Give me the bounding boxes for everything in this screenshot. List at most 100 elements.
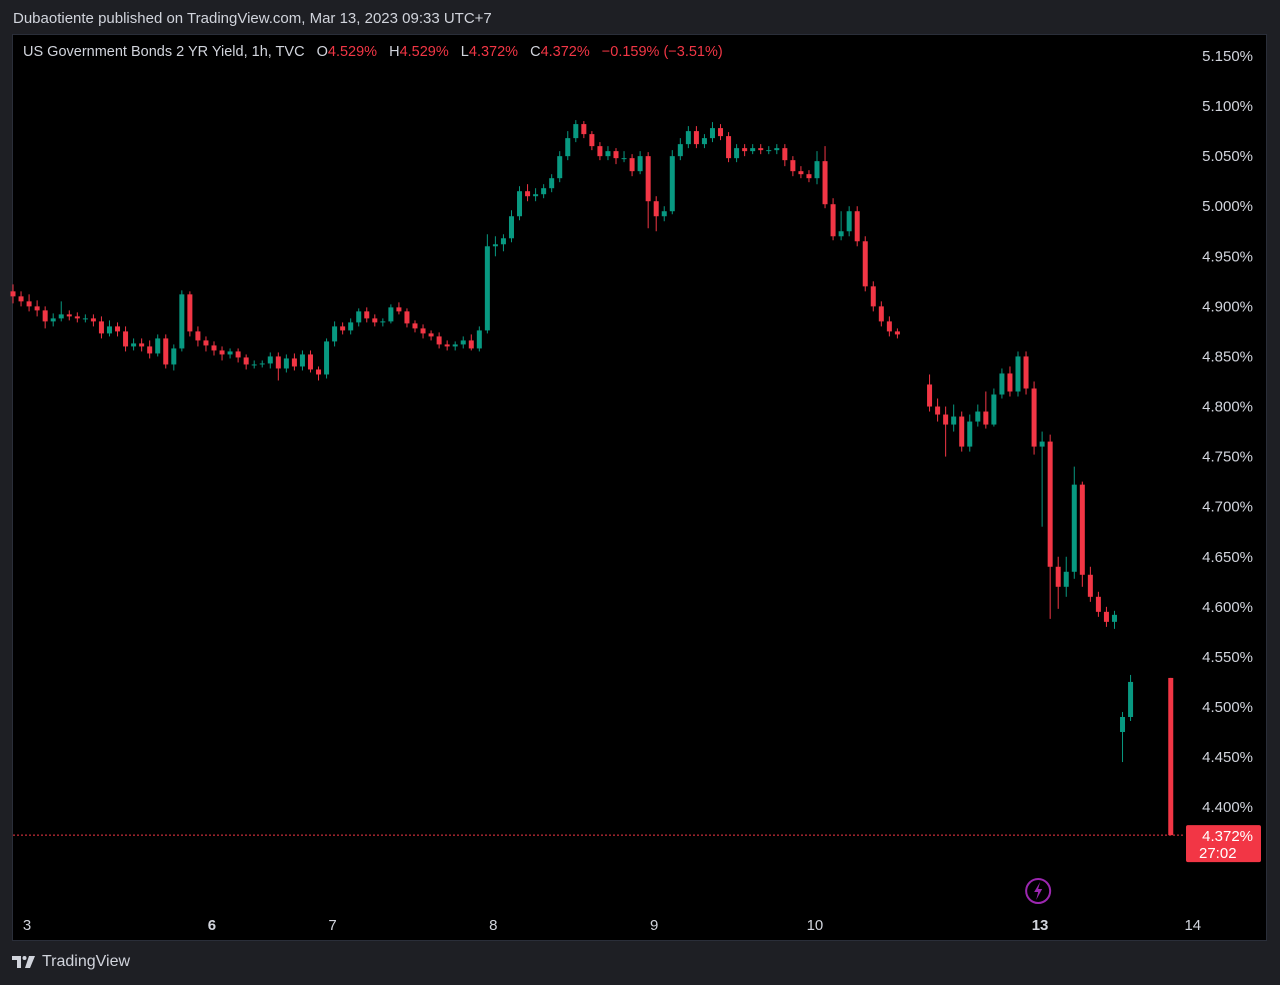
candle: [726, 132, 732, 163]
candle-body: [734, 148, 740, 159]
candle-body: [1087, 574, 1093, 597]
candle-body: [629, 158, 635, 172]
candle-body: [1007, 373, 1013, 392]
candle-body: [927, 384, 933, 407]
candle: [573, 120, 579, 143]
candle-body: [870, 286, 876, 307]
candle: [58, 301, 64, 322]
candle-body: [1128, 681, 1134, 717]
candle-body: [18, 296, 24, 302]
candle: [677, 138, 683, 161]
candle-body: [846, 211, 852, 232]
candle: [927, 374, 933, 412]
candle: [340, 322, 346, 335]
chart-panel[interactable]: [12, 34, 1267, 941]
candle: [951, 404, 957, 432]
candle: [316, 366, 322, 381]
candle-body: [517, 191, 523, 217]
candle-body: [862, 241, 868, 287]
candle-body: [581, 124, 587, 135]
candle: [195, 326, 201, 347]
candle-body: [605, 151, 611, 157]
candle-body: [195, 331, 201, 341]
candle: [766, 146, 772, 155]
y-tick-label: 5.150%: [1202, 48, 1253, 65]
candle: [404, 308, 410, 328]
candle-body: [774, 148, 780, 151]
price-axis: 5.150% 5.100% 5.050% 5.000% 4.950% 4.900% 4.85…: [1202, 48, 1253, 816]
chart-overlay: 4.372%27:02: [13, 825, 1261, 904]
candle: [846, 206, 852, 237]
candle-body: [388, 307, 394, 322]
candle-body: [203, 340, 209, 346]
candle-body: [235, 351, 241, 358]
candle-body: [356, 311, 362, 323]
candle-body: [412, 323, 418, 329]
candle: [203, 336, 209, 352]
candle: [1087, 566, 1093, 602]
candle: [798, 166, 804, 179]
candle-body: [123, 331, 129, 347]
candle-body: [227, 351, 233, 355]
candle-body: [90, 318, 96, 322]
candle: [629, 154, 635, 177]
candle-body: [669, 156, 675, 212]
candle-body: [766, 150, 772, 152]
candle-body: [219, 350, 225, 355]
candle: [774, 144, 780, 155]
candle: [388, 304, 394, 324]
candle-body: [58, 314, 64, 319]
candle-body: [428, 333, 434, 337]
event-marker-ring: [1025, 878, 1052, 904]
y-tick-label: 5.000%: [1202, 198, 1253, 215]
candle-body: [163, 338, 169, 365]
candle: [790, 156, 796, 177]
countdown-timer: 27:02: [1199, 845, 1237, 862]
candle: [517, 186, 523, 221]
candle-body: [243, 357, 249, 365]
candle-body: [372, 318, 378, 323]
candle-body: [758, 148, 764, 151]
x-tick-label: 9: [650, 917, 658, 934]
candle-body: [307, 354, 313, 370]
candle: [758, 144, 764, 155]
x-tick-label: 3: [23, 917, 31, 934]
lightning-bolt-icon[interactable]: [1025, 878, 1052, 904]
high-value: 4.529%: [399, 44, 449, 60]
footer-brand[interactable]: TradingView: [12, 953, 130, 971]
candle: [1071, 466, 1077, 579]
candle: [943, 406, 949, 457]
candle: [74, 312, 80, 323]
candle: [219, 346, 225, 361]
candle: [251, 360, 257, 369]
symbol-legend: US Government Bonds 2 YR Yield, 1h, TVC …: [23, 44, 723, 60]
candle: [283, 354, 289, 373]
candle: [814, 151, 820, 185]
candle: [645, 152, 651, 229]
candle-body: [404, 311, 410, 324]
x-tick-label: 8: [489, 917, 497, 934]
candle: [98, 316, 104, 339]
candle-body: [718, 128, 724, 137]
candle: [1111, 610, 1117, 629]
candle-body: [444, 344, 450, 347]
candle: [115, 322, 121, 337]
x-tick-label: 10: [807, 917, 824, 934]
candle: [533, 188, 539, 202]
candle-body: [822, 161, 828, 205]
candle: [1079, 481, 1085, 587]
candle: [131, 338, 137, 351]
candle-body: [106, 326, 112, 334]
candle: [123, 326, 129, 352]
symbol-title[interactable]: US Government Bonds 2 YR Yield, 1h, TVC: [23, 44, 305, 60]
candle-body: [1047, 441, 1053, 567]
candle: [356, 308, 362, 327]
candle-body: [115, 326, 121, 332]
candle: [525, 184, 531, 202]
candle-body: [589, 134, 595, 147]
candle-body: [460, 340, 466, 345]
candle-body: [573, 124, 579, 139]
y-tick-label: 4.400%: [1202, 799, 1253, 816]
candle-body: [267, 356, 273, 364]
